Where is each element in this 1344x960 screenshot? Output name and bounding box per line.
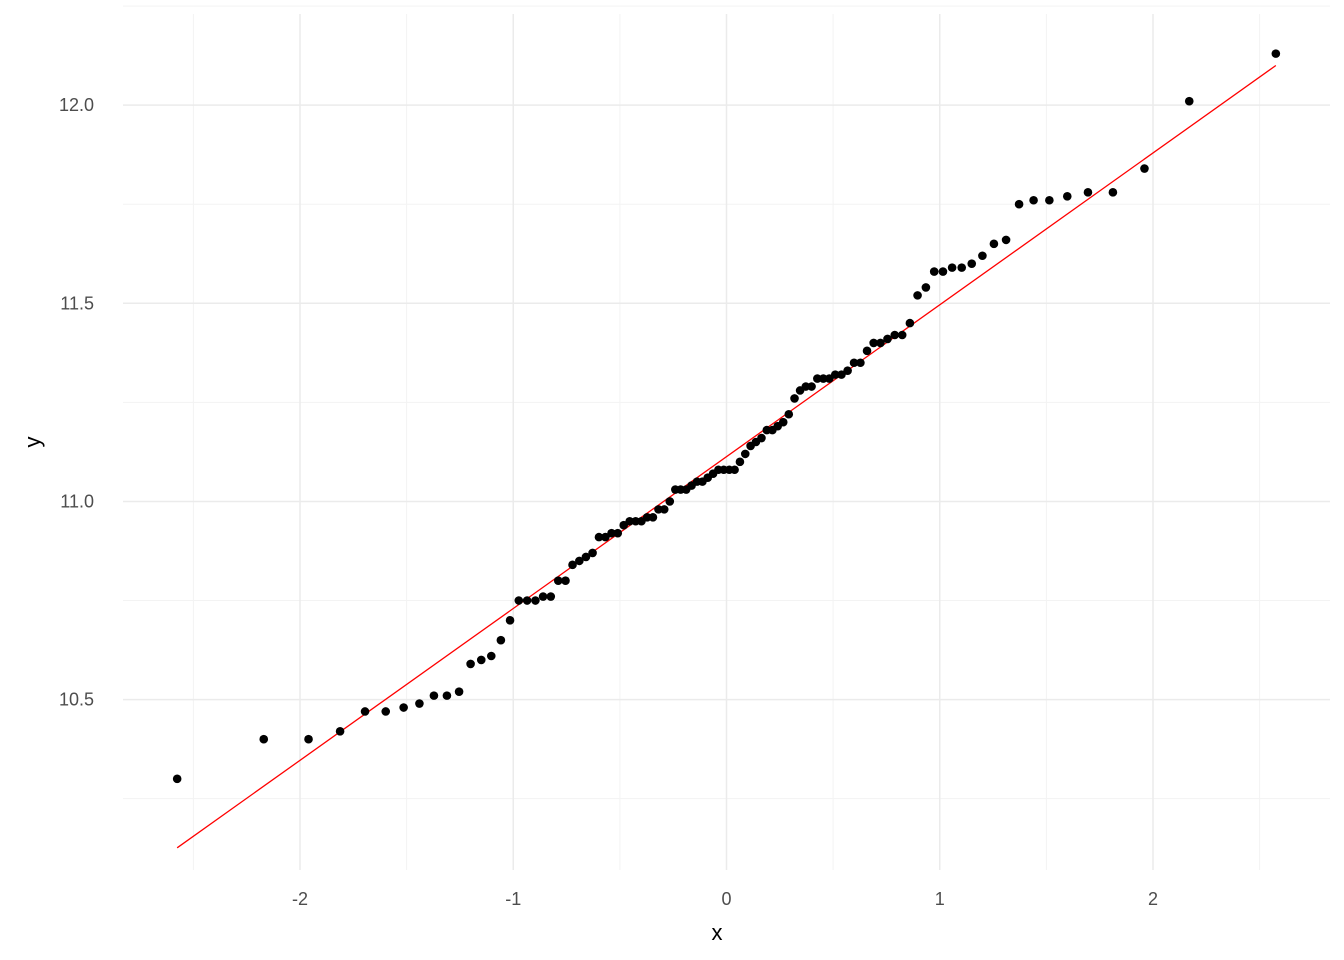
data-point bbox=[735, 457, 745, 467]
data-point bbox=[913, 291, 922, 300]
data-point bbox=[862, 346, 872, 356]
x-tick-label: -2 bbox=[292, 889, 308, 909]
data-point bbox=[869, 338, 878, 348]
data-point bbox=[335, 726, 345, 736]
data-point bbox=[819, 374, 828, 383]
y-tick-label: 12.0 bbox=[59, 95, 94, 115]
data-point bbox=[730, 465, 739, 475]
data-point bbox=[876, 338, 885, 348]
data-point bbox=[505, 616, 515, 625]
data-point bbox=[778, 417, 788, 427]
data-point bbox=[381, 707, 391, 716]
data-point bbox=[1045, 195, 1054, 205]
data-point bbox=[1062, 191, 1072, 201]
data-point bbox=[938, 267, 948, 276]
points bbox=[172, 49, 1281, 784]
data-point bbox=[947, 263, 957, 272]
data-point bbox=[466, 659, 475, 669]
data-point bbox=[454, 687, 464, 696]
data-point bbox=[568, 560, 577, 570]
data-point bbox=[757, 433, 766, 443]
data-point bbox=[665, 497, 675, 506]
data-point bbox=[531, 596, 540, 605]
data-point bbox=[1014, 199, 1024, 209]
data-point bbox=[1140, 164, 1149, 173]
data-point bbox=[1083, 188, 1093, 197]
x-tick-label: 1 bbox=[935, 889, 945, 909]
data-point bbox=[594, 532, 604, 542]
data-point bbox=[830, 370, 840, 379]
y-tick-label: 11.0 bbox=[60, 491, 94, 511]
data-point bbox=[476, 655, 486, 665]
data-point bbox=[625, 516, 634, 526]
data-point bbox=[561, 576, 570, 586]
data-point bbox=[1001, 235, 1011, 245]
data-point bbox=[360, 707, 370, 716]
data-point bbox=[890, 330, 900, 340]
y-tick-label: 10.5 bbox=[59, 690, 94, 710]
x-axis-title: x bbox=[712, 920, 723, 945]
reference-line-group bbox=[176, 64, 1277, 849]
data-point bbox=[588, 548, 597, 558]
data-point bbox=[546, 592, 556, 601]
data-point bbox=[837, 370, 846, 379]
data-point bbox=[921, 283, 931, 292]
data-point bbox=[399, 703, 408, 712]
data-point bbox=[740, 449, 750, 459]
y-axis-title: y bbox=[20, 437, 45, 448]
x-tick-labels: -2 -1 0 1 2 bbox=[292, 889, 1158, 909]
data-point bbox=[575, 556, 584, 566]
data-point bbox=[929, 267, 939, 276]
data-point bbox=[522, 596, 532, 605]
data-point bbox=[648, 512, 658, 522]
data-point bbox=[607, 528, 616, 538]
data-point bbox=[172, 774, 182, 784]
data-point bbox=[486, 651, 496, 661]
data-point bbox=[1184, 96, 1194, 106]
data-point bbox=[496, 635, 506, 645]
x-tick-label: -1 bbox=[505, 889, 521, 909]
data-point bbox=[429, 691, 439, 700]
y-tick-label: 11.5 bbox=[60, 293, 94, 313]
data-point bbox=[1029, 195, 1038, 205]
data-point bbox=[905, 318, 915, 328]
data-point bbox=[843, 366, 852, 375]
data-point bbox=[304, 734, 313, 744]
qq-reference-line bbox=[176, 64, 1277, 849]
data-point bbox=[415, 699, 424, 708]
data-point bbox=[967, 259, 977, 268]
data-point bbox=[856, 358, 865, 368]
data-point bbox=[813, 374, 822, 383]
data-point bbox=[790, 394, 799, 403]
data-point bbox=[581, 552, 591, 562]
data-point bbox=[259, 734, 269, 744]
x-tick-label: 2 bbox=[1148, 889, 1158, 909]
data-point bbox=[784, 409, 794, 419]
grid bbox=[123, 5, 1330, 870]
data-point bbox=[601, 532, 610, 542]
data-point bbox=[897, 330, 907, 340]
data-point bbox=[1271, 49, 1281, 58]
data-point bbox=[957, 263, 967, 272]
data-point bbox=[1108, 188, 1118, 197]
data-point bbox=[553, 576, 563, 586]
data-point bbox=[883, 334, 892, 344]
data-point bbox=[978, 251, 987, 261]
data-point bbox=[849, 358, 859, 368]
data-point bbox=[514, 596, 524, 605]
y-tick-labels: 10.5 11.0 11.5 12.0 bbox=[59, 95, 94, 709]
data-point bbox=[989, 239, 999, 249]
data-point bbox=[807, 382, 816, 391]
data-point bbox=[613, 528, 623, 538]
data-point bbox=[442, 691, 452, 700]
data-point bbox=[659, 505, 669, 514]
data-point bbox=[538, 592, 548, 601]
x-tick-label: 0 bbox=[721, 889, 731, 909]
